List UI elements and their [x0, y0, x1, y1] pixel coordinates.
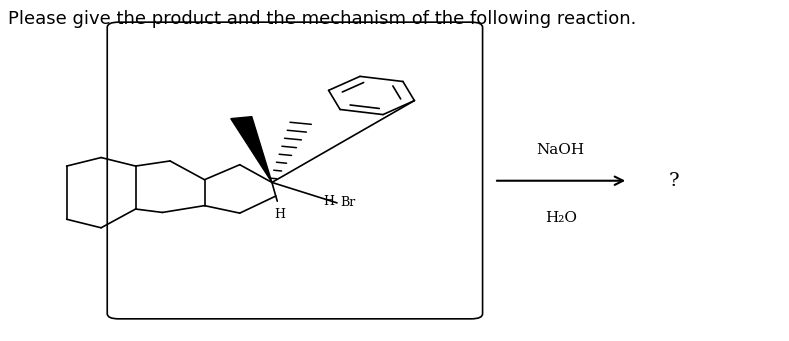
Text: ?: ?	[669, 172, 679, 190]
Text: Br: Br	[340, 196, 355, 209]
FancyBboxPatch shape	[107, 22, 483, 319]
Text: H: H	[274, 208, 285, 221]
Text: H: H	[323, 195, 335, 208]
Polygon shape	[231, 117, 272, 182]
Text: NaOH: NaOH	[537, 143, 585, 157]
Text: Please give the product and the mechanism of the following reaction.: Please give the product and the mechanis…	[8, 10, 636, 28]
Text: H₂O: H₂O	[544, 211, 577, 225]
